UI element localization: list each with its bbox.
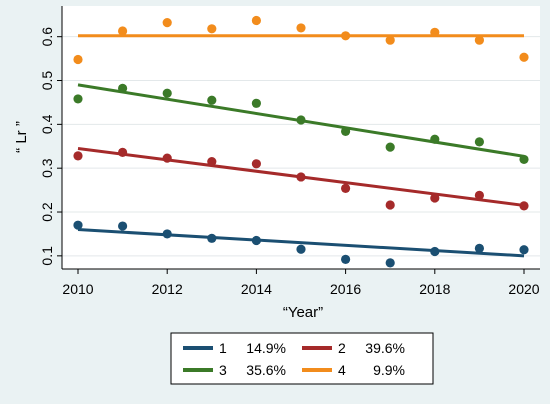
legend-label-series-2: 2 [338,340,346,356]
x-tick-label: 2012 [152,281,183,297]
y-tick-label: 0.5 [39,71,55,91]
data-point-series-1 [341,254,351,264]
x-tick-label: 2010 [62,281,93,297]
x-tick-label: 2014 [241,281,272,297]
data-point-series-3 [430,134,440,144]
y-tick-label: 0.4 [39,114,55,134]
data-point-series-2 [296,172,306,182]
legend-label-series-4: 4 [338,362,346,378]
data-point-series-4 [162,18,172,28]
plot-area [62,6,540,269]
legend-box [170,332,434,385]
data-point-series-4 [385,35,395,45]
y-tick-label: 0.1 [39,246,55,266]
data-point-series-3 [385,142,395,152]
legend-label-series-3: 3 [219,362,227,378]
data-point-series-1 [73,220,83,230]
data-point-series-1 [296,244,306,254]
data-point-series-1 [385,258,395,268]
data-point-series-3 [341,126,351,136]
x-axis-title: “Year” [283,304,323,321]
y-ticks: 0.1 0.2 0.3 0.4 0.5 0.6 [39,27,62,266]
legend: 1 14.9% 2 39.6% 3 35.6% 4 9.9% [170,332,434,385]
data-point-series-4 [519,52,529,62]
data-point-series-2 [207,157,217,167]
data-point-series-3 [519,154,529,165]
data-point-series-2 [251,159,261,169]
data-point-series-3 [162,88,172,98]
data-point-series-2 [519,201,529,211]
data-point-series-2 [430,193,440,203]
data-point-series-2 [73,151,83,161]
data-point-series-4 [341,31,351,41]
data-point-series-4 [296,23,306,33]
data-point-series-3 [118,83,128,94]
data-point-series-4 [118,26,128,36]
data-point-series-4 [474,35,484,45]
legend-share-series-2: 39.6% [365,340,405,356]
x-ticks: 2010 2012 2014 2016 2018 2020 [62,269,540,297]
x-tick-label: 2020 [508,281,539,297]
data-point-series-1 [519,245,529,255]
y-tick-label: 0.6 [39,27,55,47]
data-point-series-1 [430,246,440,257]
legend-share-series-3: 35.6% [246,362,286,378]
data-point-series-1 [118,221,128,231]
x-tick-label: 2018 [419,281,450,297]
y-axis-title: “ Lr ” [13,121,30,153]
data-point-series-4 [430,27,440,37]
data-point-series-2 [385,200,395,210]
y-tick-label: 0.2 [39,202,55,222]
data-point-series-2 [118,147,128,158]
legend-share-series-4: 9.9% [373,362,405,378]
data-point-series-4 [73,54,83,65]
data-point-series-3 [73,94,83,104]
data-point-series-2 [341,183,351,193]
data-point-series-1 [162,229,172,239]
y-tick-label: 0.3 [39,158,55,178]
legend-label-series-1: 1 [219,340,227,356]
x-tick-label: 2016 [330,281,361,297]
data-point-series-1 [251,235,261,246]
legend-share-series-1: 14.9% [246,340,286,356]
axes [61,6,540,270]
data-point-series-2 [474,190,484,200]
data-point-series-1 [207,233,217,243]
data-point-series-2 [162,153,172,163]
data-point-series-3 [296,115,306,125]
data-point-series-1 [474,243,484,253]
trend-line-series-1 [77,228,525,258]
data-point-series-4 [207,24,217,34]
data-point-series-3 [474,137,484,147]
data-point-series-4 [251,15,261,26]
data-points [73,15,529,268]
data-point-series-3 [207,95,217,105]
data-point-series-3 [251,98,261,108]
